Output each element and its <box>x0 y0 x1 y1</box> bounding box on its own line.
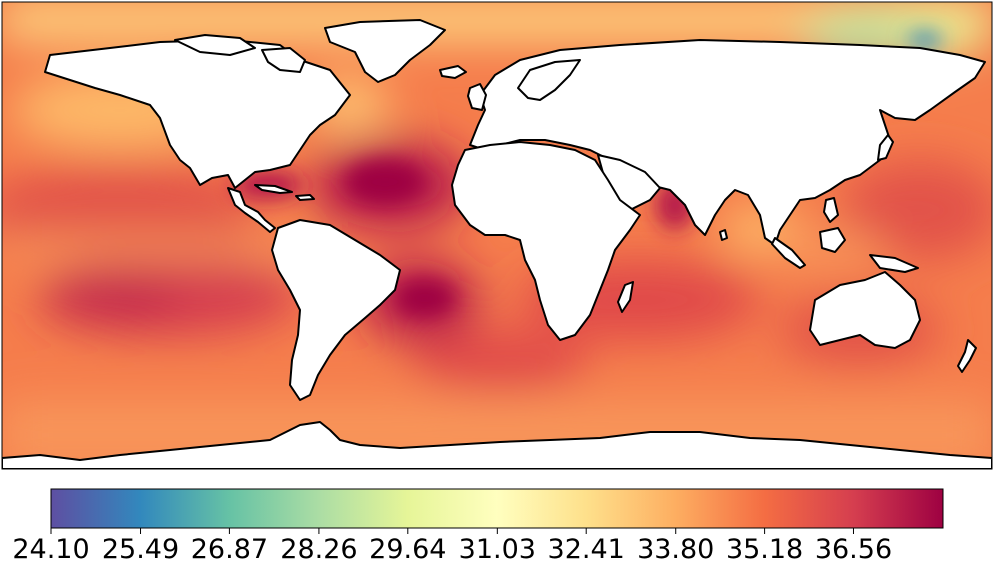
colorbar-ticks: 24.10 25.49 26.87 28.26 29.64 31.03 32.41 33.80… <box>12 528 892 561</box>
colorbar-tick-label: 25.49 <box>102 534 179 561</box>
philippines <box>823 197 839 223</box>
cuba <box>254 184 293 194</box>
greenland <box>324 19 446 83</box>
colorbar-tick-label: 29.64 <box>369 534 446 561</box>
south-america <box>271 219 401 401</box>
colorbar-tick-label: 36.56 <box>815 534 892 561</box>
central-america <box>227 187 276 233</box>
japan <box>877 134 894 161</box>
new-guinea <box>869 254 919 273</box>
baffin-island <box>261 47 306 73</box>
colorbar-tick-label: 31.03 <box>459 534 536 561</box>
colorbar-tick-label: 35.18 <box>726 534 803 561</box>
colorbar-tick-label: 33.80 <box>637 534 714 561</box>
colorbar-tick-label: 28.26 <box>280 534 357 561</box>
antarctica <box>2 421 992 469</box>
sumatra <box>771 237 806 269</box>
colorbar-tick-label: 26.87 <box>191 534 268 561</box>
scandinavia <box>517 59 581 101</box>
australia <box>809 271 921 349</box>
borneo <box>819 227 846 253</box>
map-frame <box>1 1 993 470</box>
colorbar-gradient <box>50 488 944 529</box>
land-masses <box>2 19 992 469</box>
arctic-islands <box>174 34 256 56</box>
eurasia <box>469 39 986 246</box>
madagascar <box>617 281 634 313</box>
hispaniola <box>295 194 315 201</box>
colorbar-tick-label: 24.10 <box>12 534 89 561</box>
colorbar-tick-label: 32.41 <box>548 534 625 561</box>
new-zealand <box>957 339 977 373</box>
africa <box>451 141 641 341</box>
british-isles <box>467 83 487 111</box>
iceland <box>439 65 467 79</box>
colorbar: 24.10 25.49 26.87 28.26 29.64 31.03 32.41 33.80… <box>12 488 944 561</box>
sri-lanka <box>719 229 728 241</box>
